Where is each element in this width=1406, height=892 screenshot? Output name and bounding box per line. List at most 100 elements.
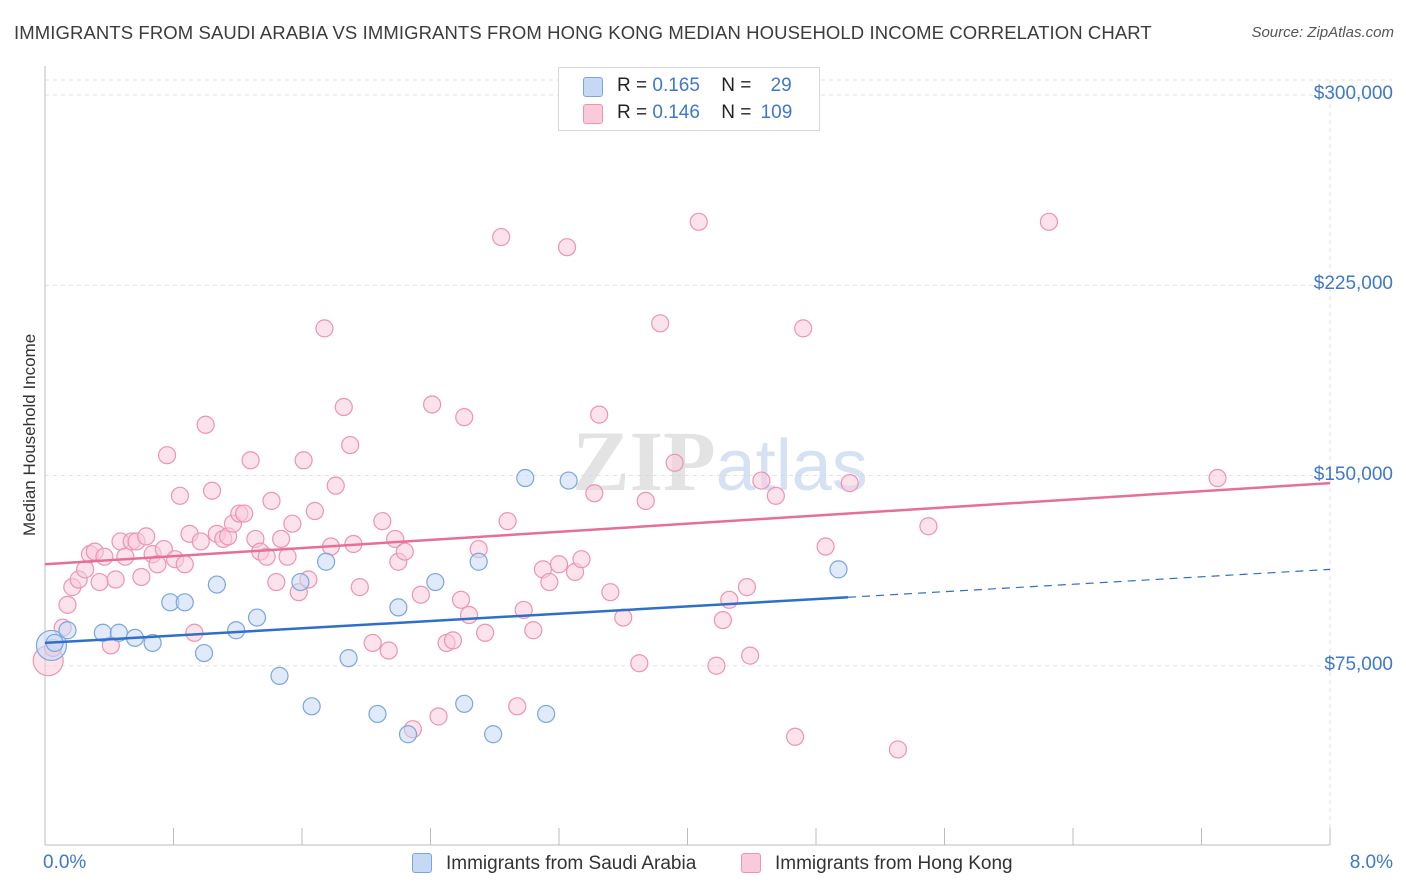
hk-point-66 <box>429 707 448 726</box>
saudi-point-27 <box>829 560 848 579</box>
hk-point-71 <box>459 605 479 625</box>
hk-point-75 <box>498 512 517 531</box>
hk-point-54 <box>341 435 360 455</box>
hk-point-30 <box>202 481 222 500</box>
hk-point-89 <box>651 314 670 333</box>
saudi-point-24 <box>516 468 535 488</box>
hk-point-108 <box>572 550 591 569</box>
saudi-point-26 <box>559 471 578 490</box>
hk-point-59 <box>379 641 398 660</box>
hk-point-106 <box>585 484 604 503</box>
hk-point-22 <box>157 446 177 465</box>
hk-point-92 <box>707 656 726 675</box>
source-credit: Source: ZipAtlas.com <box>1251 24 1394 41</box>
hk-point-47 <box>294 451 313 470</box>
hk-trendline <box>44 481 1331 566</box>
saudi-point-12 <box>270 666 289 685</box>
hk-point-101 <box>840 474 859 493</box>
saudi-swatch <box>583 77 603 97</box>
saudi-n-value: 29 <box>770 75 792 96</box>
hk-point-98 <box>786 727 805 746</box>
saudi-point-15 <box>316 552 336 571</box>
hk-point-68 <box>443 631 463 650</box>
trendlines <box>44 481 1331 645</box>
hk-point-57 <box>363 633 382 653</box>
hk-point-102 <box>888 740 908 759</box>
hk-point-17 <box>132 567 151 587</box>
hk-point-103 <box>919 517 938 536</box>
saudi-point-23 <box>484 725 503 744</box>
saudi-legend-label: Immigrants from Saudi Arabia <box>446 853 697 874</box>
saudi-point-1 <box>58 621 77 640</box>
hk-swatch <box>583 104 603 124</box>
hk-point-9 <box>90 572 109 592</box>
hk-point-77 <box>514 600 533 620</box>
hk-point-93 <box>713 610 732 630</box>
axes <box>44 66 1331 846</box>
hk-point-42 <box>267 572 286 592</box>
hk-point-36 <box>235 504 254 523</box>
saudi-point-3 <box>109 623 128 642</box>
saudi-point-18 <box>389 598 408 617</box>
hk-point-69 <box>451 590 471 609</box>
hk-point-99 <box>794 319 813 338</box>
hk-point-90 <box>665 453 684 472</box>
hk-point-78 <box>524 621 543 640</box>
saudi-point-20 <box>426 572 445 592</box>
hk-point-97 <box>766 486 785 505</box>
saudi-point-11 <box>247 608 267 627</box>
hk-point-44 <box>278 547 297 566</box>
y-tick-label-3: $300,000 <box>1313 83 1393 104</box>
hk-legend-swatch <box>741 853 761 873</box>
saudi-point-25 <box>537 704 556 724</box>
hk-point-18 <box>137 527 156 546</box>
saudi-trendline-extension <box>848 568 1331 598</box>
hk-point-107 <box>737 578 757 597</box>
hk-point-49 <box>305 501 324 521</box>
y-tick-label-2: $225,000 <box>1313 273 1393 295</box>
saudi-points <box>35 468 848 744</box>
hk-point-94 <box>720 590 739 609</box>
hk-point-65 <box>423 395 442 414</box>
hk-point-53 <box>334 397 353 417</box>
hk-point-14 <box>116 547 135 566</box>
saudi-point-5 <box>143 633 162 653</box>
hk-point-43 <box>272 529 291 549</box>
hk-point-12 <box>106 570 125 589</box>
hk-point-88 <box>636 491 655 510</box>
watermark: ZIPatlas <box>572 413 867 509</box>
saudi-point-16 <box>339 649 358 668</box>
hk-point-41 <box>262 491 281 510</box>
hk-r-value: 0.146 <box>652 102 700 123</box>
y-tick-label-0: $75,000 <box>1324 653 1393 675</box>
hk-point-105 <box>1208 468 1227 488</box>
hk-point-56 <box>350 578 369 597</box>
saudi-point-19 <box>398 725 418 744</box>
hk-n-value: 109 <box>760 102 793 123</box>
saudi-r-value: 0.165 <box>652 75 700 96</box>
saudi-point-14 <box>302 697 321 716</box>
hk-point-73 <box>476 623 495 642</box>
hk-point-96 <box>752 471 771 490</box>
hk-point-50 <box>315 319 334 338</box>
hk-point-84 <box>590 405 609 424</box>
hk-legend-label: Immigrants from Hong Kong <box>775 853 1013 874</box>
hk-point-28 <box>191 532 210 551</box>
hk-point-25 <box>175 555 194 574</box>
hk-point-37 <box>241 451 260 470</box>
saudi-point-13 <box>291 572 310 592</box>
hk-point-70 <box>455 408 474 427</box>
saudi-r-label: R = <box>617 75 648 96</box>
hk-point-82 <box>557 238 577 257</box>
hk-point-85 <box>601 583 620 602</box>
hk-r-label: R = <box>617 102 648 123</box>
x-tick-min: 0.0% <box>43 852 87 873</box>
saudi-trendline <box>44 596 849 645</box>
hk-point-91 <box>689 212 708 231</box>
hk-point-24 <box>170 486 190 505</box>
hk-point-29 <box>196 415 215 434</box>
hk-point-45 <box>283 514 302 533</box>
hk-point-64 <box>411 585 430 604</box>
hk-point-20 <box>148 555 167 574</box>
hk-point-87 <box>630 654 649 673</box>
